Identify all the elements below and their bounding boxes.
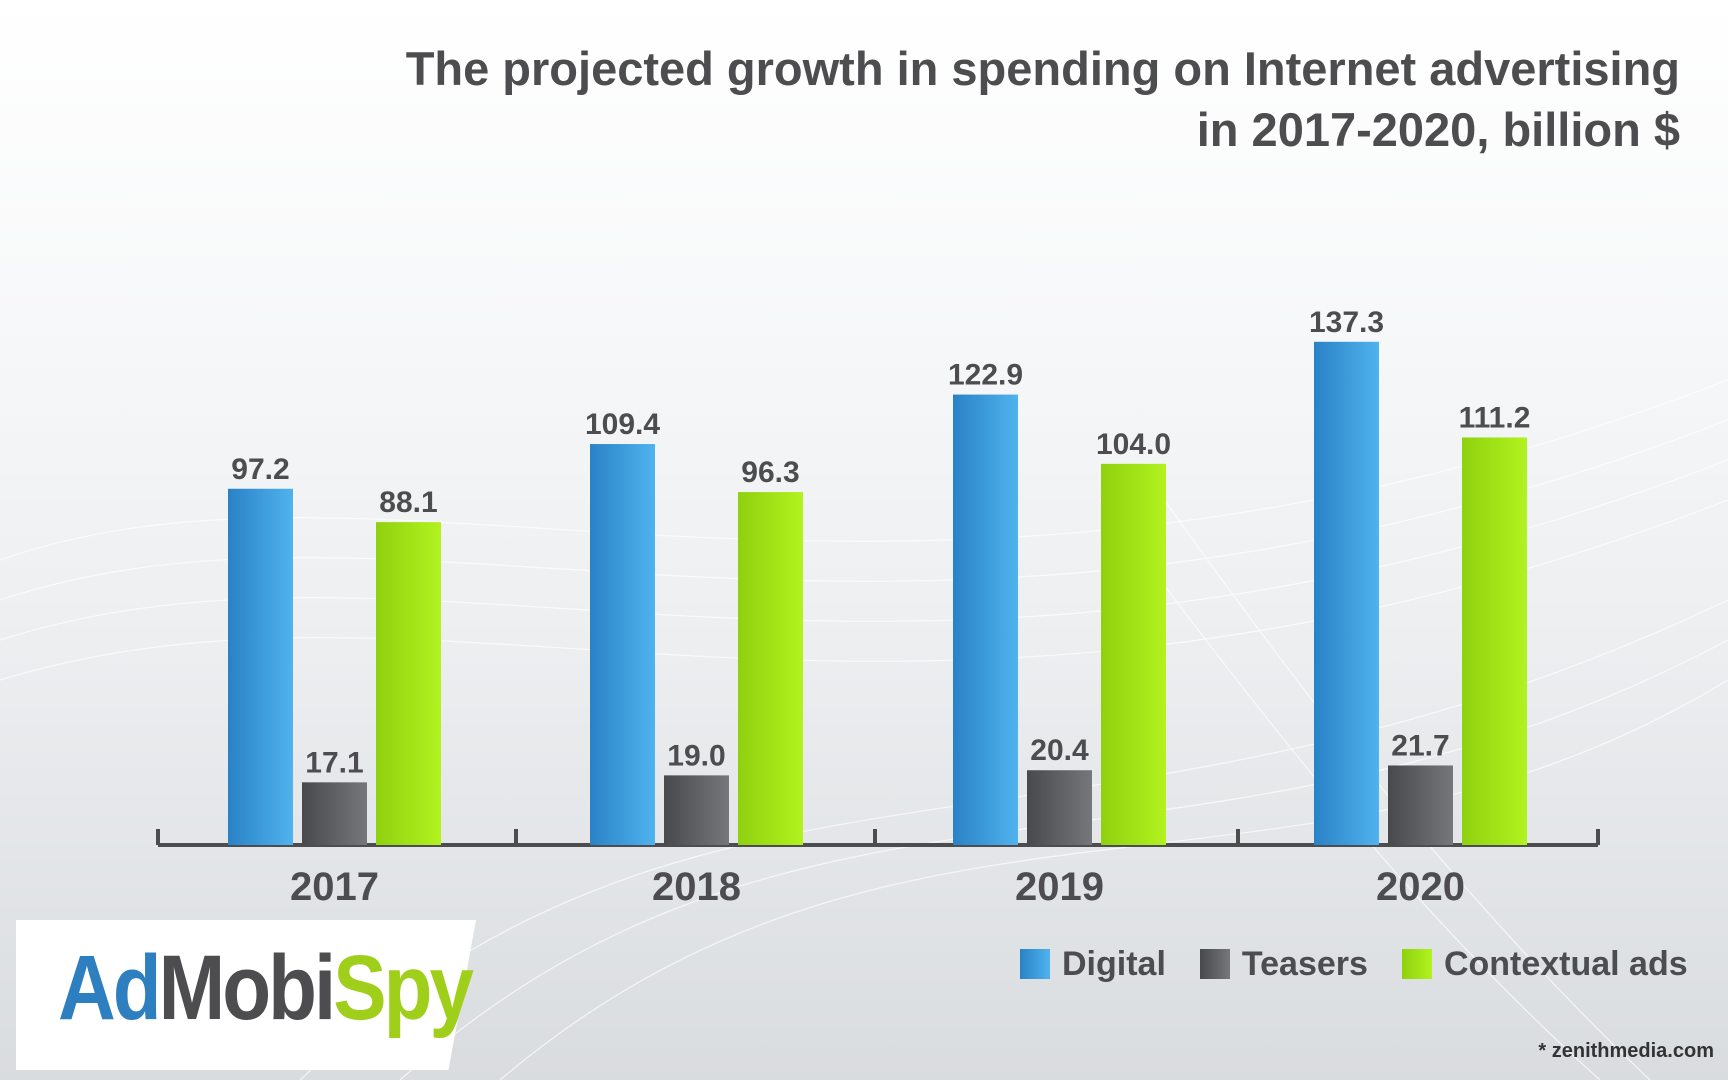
data-label-teasers-2017: 17.1 [305,746,363,779]
source-note: * zenithmedia.com [1538,1040,1714,1062]
bar-teasers-2019 [1027,770,1092,845]
data-label-contextual-2018: 96.3 [741,456,799,489]
title-line-1: The projected growth in spending on Inte… [405,42,1680,95]
logo-ad: Ad [58,936,162,1039]
legend-swatch-digital [1020,949,1050,979]
data-label-contextual-2019: 104.0 [1096,428,1171,461]
chart-legend: Digital Teasers Contextual ads [1020,942,1688,986]
legend-label-digital: Digital [1062,944,1166,983]
bar-contextual-2020 [1462,437,1527,845]
chart-title: The projected growth in spending on Inte… [180,38,1680,160]
category-label-2017: 2017 [290,865,379,909]
bar-digital-2020 [1314,341,1379,845]
legend-item-contextual: Contextual ads [1401,944,1688,984]
legend-swatch-contextual [1401,949,1432,979]
data-label-digital-2018: 109.4 [585,408,660,441]
data-label-digital-2019: 122.9 [948,359,1023,392]
data-label-digital-2017: 97.2 [231,453,289,486]
data-label-teasers-2019: 20.4 [1030,734,1089,767]
admobispy-logo: AdMobiSpy [58,935,474,1041]
bar-contextual-2019 [1101,463,1166,845]
data-label-contextual-2020: 111.2 [1459,401,1531,434]
legend-label-contextual: Contextual ads [1443,944,1688,983]
category-label-2018: 2018 [652,865,741,909]
category-label-2019: 2019 [1015,865,1104,909]
bar-digital-2018 [590,444,655,845]
bar-digital-2019 [953,394,1018,845]
data-label-digital-2020: 137.3 [1309,306,1384,339]
legend-item-teasers: Teasers [1199,944,1368,984]
bar-teasers-2018 [664,775,729,845]
bar-teasers-2017 [302,782,367,845]
data-label-teasers-2020: 21.7 [1391,729,1449,762]
data-label-contextual-2017: 88.1 [379,486,437,519]
logo-panel [16,920,476,1070]
legend-item-digital: Digital [1020,945,1166,984]
data-label-teasers-2018: 19.0 [667,739,725,772]
logo-spy: Spy [333,936,474,1039]
bar-digital-2017 [228,488,293,845]
bar-contextual-2017 [376,522,441,845]
bar-teasers-2020 [1388,765,1453,845]
logo-mobi: Mobi [158,936,337,1039]
legend-label-teasers: Teasers [1241,944,1368,983]
title-line-2: in 2017-2020, billion $ [1196,103,1680,156]
category-label-2020: 2020 [1376,865,1465,909]
legend-swatch-teasers [1199,949,1230,979]
bar-contextual-2018 [738,492,803,845]
